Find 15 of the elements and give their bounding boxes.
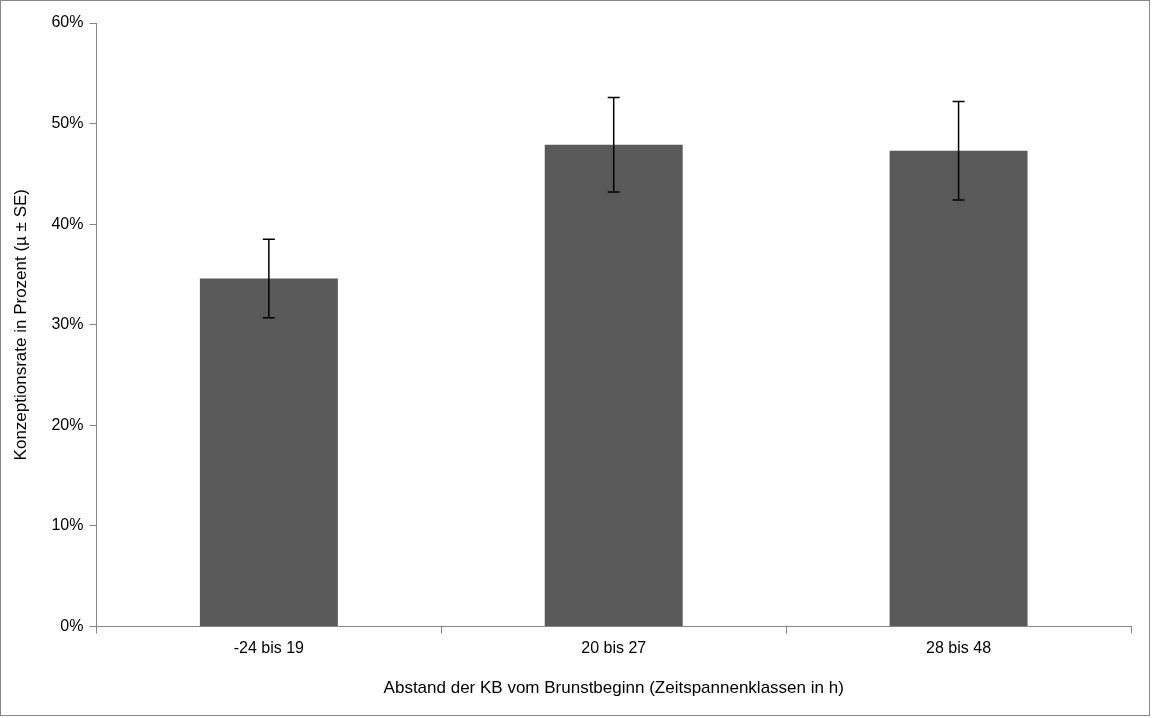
- bar: [544, 144, 683, 626]
- y-tick-label: 0%: [60, 616, 84, 634]
- y-tick-label: 20%: [51, 415, 84, 433]
- bar: [199, 278, 338, 626]
- y-tick-label: 10%: [51, 516, 84, 534]
- y-tick-label: 30%: [51, 315, 84, 333]
- y-tick-label: 50%: [51, 113, 84, 131]
- y-tick-label: 60%: [51, 13, 84, 31]
- x-tick-label: 28 bis 48: [926, 639, 992, 657]
- y-axis-title: Konzeptionsrate in Prozent (µ ± SE): [10, 188, 30, 461]
- x-axis-title: Abstand der KB vom Brunstbeginn (Zeitspannenklassen in h): [383, 678, 844, 698]
- y-tick-label: 40%: [51, 214, 84, 232]
- x-tick-label: -24 bis 19: [233, 639, 305, 657]
- bar: [889, 150, 1028, 626]
- x-tick-label: 20 bis 27: [581, 639, 647, 657]
